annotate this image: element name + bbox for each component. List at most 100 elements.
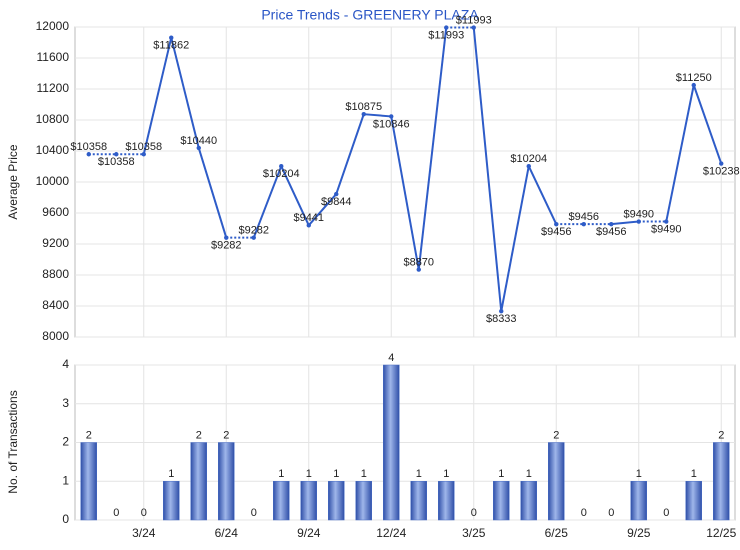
data-label: 0 <box>581 507 587 519</box>
line-point <box>169 35 174 40</box>
line-point <box>416 267 421 272</box>
data-label: $11862 <box>153 40 189 52</box>
y-tick-label: 3 <box>62 396 69 410</box>
data-label: 2 <box>223 429 229 441</box>
y-tick-label: 8800 <box>42 267 69 281</box>
bar <box>410 481 427 521</box>
line-point <box>471 25 476 30</box>
line-point <box>224 235 229 240</box>
line-point <box>196 145 201 151</box>
y-tick-label: 10400 <box>36 143 70 157</box>
data-label: 1 <box>526 468 532 480</box>
line-segment <box>252 165 283 239</box>
data-label: $9456 <box>541 226 572 238</box>
data-label: $8870 <box>403 256 434 268</box>
data-label: 2 <box>718 429 724 441</box>
line-segment <box>363 113 392 118</box>
data-label: 1 <box>168 468 174 480</box>
data-label: 2 <box>553 429 559 441</box>
data-label: 1 <box>361 468 367 480</box>
data-label: $10440 <box>180 135 217 147</box>
data-label: $10358 <box>125 141 162 153</box>
bar <box>548 442 565 521</box>
line-point <box>141 152 146 157</box>
line-point <box>86 152 91 157</box>
data-label: $10204 <box>263 168 300 180</box>
data-label: $10204 <box>510 153 547 165</box>
line-segment <box>472 27 503 312</box>
y-axis-label: No. of Transactions <box>6 390 20 493</box>
line-point <box>554 221 559 227</box>
bar <box>713 442 730 521</box>
line-segment <box>665 84 695 222</box>
x-tick-label: 3/24 <box>132 526 156 540</box>
line-point <box>499 308 504 314</box>
y-tick-label: 11600 <box>37 50 70 64</box>
line-point <box>306 223 311 228</box>
line-segment <box>307 193 338 226</box>
line-point <box>719 161 724 166</box>
x-tick-label: 9/24 <box>297 526 321 540</box>
data-label: $9844 <box>321 196 352 208</box>
line-point <box>251 235 256 240</box>
data-label: 1 <box>691 468 697 480</box>
line-point <box>444 25 449 30</box>
line-segment <box>527 165 558 225</box>
data-label: $9456 <box>596 226 627 238</box>
y-axis-label: Average Price <box>6 144 20 219</box>
x-tick-label: 9/25 <box>627 526 651 540</box>
y-tick-label: 9600 <box>42 205 69 219</box>
data-label: $10846 <box>373 118 410 130</box>
line-point <box>526 163 531 169</box>
x-tick-label: 3/25 <box>462 526 486 540</box>
data-label: $9282 <box>238 225 269 237</box>
y-tick-label: 11200 <box>37 81 70 95</box>
y-tick-label: 8400 <box>42 298 69 312</box>
data-label: $9490 <box>623 208 654 220</box>
bar <box>80 442 97 521</box>
data-label: $10875 <box>345 101 382 113</box>
line-point <box>279 163 284 169</box>
x-tick-label: 6/25 <box>545 526 569 540</box>
data-label: $9456 <box>568 211 599 223</box>
data-label: 1 <box>443 468 449 480</box>
line-segment <box>142 37 173 155</box>
line-point <box>581 221 586 227</box>
y-tick-label: 12000 <box>36 19 70 33</box>
line-segment <box>335 113 365 195</box>
data-label: 0 <box>471 507 477 519</box>
data-label: 1 <box>278 468 284 480</box>
bar <box>163 481 180 521</box>
data-label: $11993 <box>428 29 464 41</box>
x-tick-label: 12/25 <box>706 526 736 540</box>
bar <box>630 481 647 521</box>
line-point <box>361 111 366 117</box>
y-tick-label: 8000 <box>42 329 69 343</box>
y-tick-label: 4 <box>62 357 69 371</box>
data-label: 0 <box>663 507 669 519</box>
line-segment <box>170 37 200 149</box>
line-segment <box>280 165 310 226</box>
line-segment <box>692 84 723 164</box>
line-point <box>389 114 394 119</box>
y-tick-label: 10800 <box>36 112 70 126</box>
bar <box>520 481 537 521</box>
data-label: 2 <box>196 429 202 441</box>
line-segment <box>417 27 448 270</box>
data-label: 0 <box>141 507 147 519</box>
data-label: 2 <box>86 429 92 441</box>
line-point <box>334 191 339 197</box>
data-label: 4 <box>388 352 394 364</box>
data-label: $11250 <box>676 72 712 84</box>
line-segment <box>390 116 420 270</box>
bar <box>383 364 400 521</box>
bar <box>190 442 207 521</box>
y-tick-label: 2 <box>62 435 69 449</box>
data-label: 0 <box>251 507 257 519</box>
x-tick-label: 6/24 <box>215 526 239 540</box>
data-label: $9441 <box>293 212 324 224</box>
line-segment <box>611 220 639 226</box>
y-tick-label: 1 <box>62 473 69 487</box>
line-point <box>114 152 119 157</box>
